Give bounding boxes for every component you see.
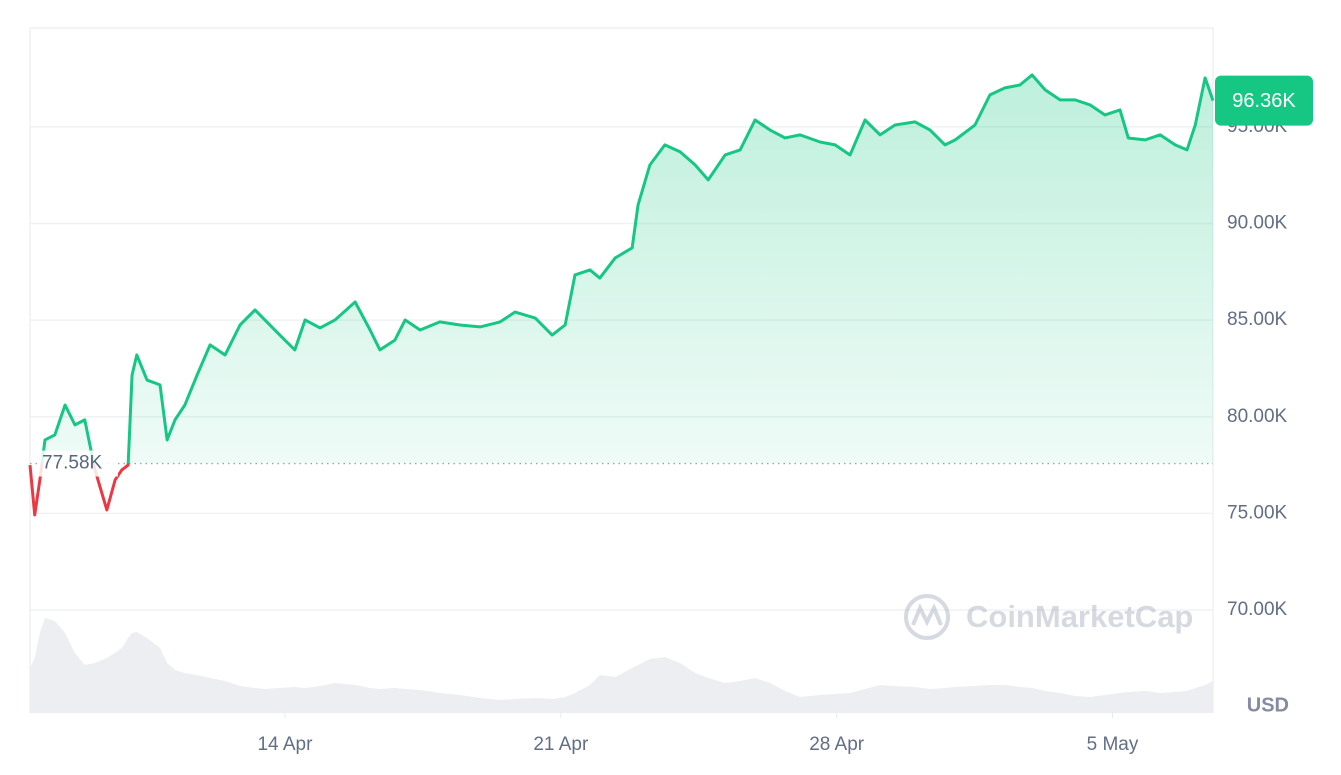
x-tick-label: 14 Apr	[257, 734, 313, 755]
x-tick-label: 21 Apr	[533, 734, 589, 755]
watermark-logo	[904, 594, 950, 640]
y-tick-label: 85.00K	[1227, 309, 1288, 330]
y-tick-label: 70.00K	[1227, 599, 1288, 620]
price-area	[30, 74, 1213, 464]
watermark-logo-mark	[911, 603, 943, 627]
y-tick-label: 90.00K	[1227, 213, 1288, 234]
watermark-text: CoinMarketCap	[966, 599, 1193, 634]
currency-label: USD	[1247, 694, 1289, 716]
plot-frame	[29, 27, 1214, 713]
volume-area	[30, 618, 1213, 713]
price-line	[40, 73, 1215, 464]
current-price-label: 96.36K	[1232, 90, 1296, 112]
y-tick-label: 75.00K	[1227, 502, 1288, 523]
current-price-badge	[1215, 75, 1313, 126]
y-tick-label: 80.00K	[1227, 406, 1288, 427]
watermark: CoinMarketCap	[904, 594, 1193, 640]
x-tick-label: 28 Apr	[809, 734, 865, 755]
x-tick-label: 5 May	[1087, 734, 1139, 755]
baseline-label-bg	[38, 450, 118, 477]
baseline-label: 77.58K	[42, 453, 103, 474]
